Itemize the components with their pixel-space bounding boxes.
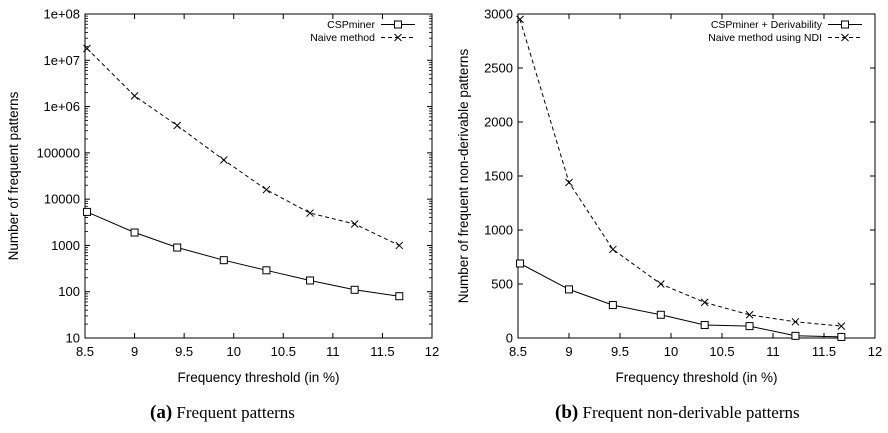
caption-a-text: Frequent patterns — [176, 403, 295, 422]
data-point — [565, 285, 573, 294]
y-tick-label: 0 — [506, 331, 513, 346]
series-line — [519, 19, 842, 327]
x-tick-label: 9 — [131, 344, 138, 359]
y-tick-label: 1000 — [51, 238, 80, 253]
x-tick-label: 11.5 — [370, 344, 394, 359]
legend-marker — [394, 20, 402, 29]
y-tick-label: 1e+07 — [43, 53, 80, 68]
x-tick-label: 10 — [664, 344, 678, 359]
legend-label: CSPminer — [327, 19, 375, 31]
data-point — [745, 322, 754, 331]
legend-marker — [394, 33, 402, 42]
y-tick-label: 10000 — [44, 192, 80, 207]
data-point — [395, 241, 404, 250]
y-tick-label: 1e+08 — [43, 7, 80, 22]
data-point — [516, 259, 525, 268]
data-point — [656, 280, 665, 288]
data-point — [745, 310, 754, 319]
x-tick-label: 10 — [226, 344, 240, 359]
x-tick-label: 9.5 — [611, 344, 629, 359]
x-tick-label: 12 — [868, 344, 882, 359]
x-axis-label: Frequency threshold (in %) — [615, 370, 777, 385]
legend-marker — [841, 20, 849, 29]
data-point — [350, 220, 359, 228]
x-tick-label: 11.5 — [812, 344, 836, 359]
y-tick-label: 100 — [58, 284, 80, 299]
data-point — [791, 317, 800, 326]
data-point — [306, 276, 315, 285]
series-dashed — [516, 15, 846, 330]
y-tick-label: 3000 — [484, 7, 513, 22]
y-axis-label: Number of frequent patterns — [6, 91, 21, 260]
y-tick-label: 500 — [491, 277, 513, 292]
caption-b-text: Frequent non-derivable patterns — [582, 403, 800, 422]
plot-frame — [84, 13, 433, 339]
data-point — [791, 331, 800, 340]
x-tick-label: 10.5 — [271, 344, 296, 359]
data-point — [608, 301, 617, 310]
series-line — [86, 48, 400, 246]
data-point — [837, 322, 846, 330]
data-point — [565, 178, 573, 187]
data-point — [219, 156, 228, 164]
data-point — [130, 92, 139, 100]
data-point — [609, 245, 617, 254]
x-tick-label: 11 — [766, 344, 780, 359]
data-point — [83, 44, 91, 53]
chart-b: 8.5 9 9.5 10 10.5 11 11.5 12 0 500 1000 1500 2000 250… — [456, 7, 882, 386]
legend-label: Naive method — [310, 32, 375, 44]
data-point — [130, 228, 139, 237]
data-point — [837, 332, 846, 341]
data-point — [395, 292, 404, 301]
x-tick-label: 9 — [565, 344, 572, 359]
data-point — [262, 266, 271, 275]
data-point — [306, 209, 314, 217]
data-point — [173, 121, 182, 130]
x-tick-label: 10.5 — [709, 344, 734, 359]
data-point — [262, 185, 271, 194]
data-point — [82, 207, 91, 216]
y-tick-label: 100000 — [37, 145, 80, 160]
x-tick-label: 8.5 — [76, 344, 94, 359]
x-tick-label: 8.5 — [509, 344, 527, 359]
legend-marker — [841, 33, 849, 42]
data-point — [219, 256, 228, 265]
series-line — [519, 263, 842, 338]
series-dashed — [83, 44, 404, 250]
x-tick-label: 9.5 — [175, 344, 193, 359]
caption-a: (a) Frequent patterns — [150, 402, 295, 424]
y-tick-label: 1500 — [484, 169, 513, 184]
x-tick-label: 12 — [425, 344, 439, 359]
series-line — [86, 211, 400, 297]
x-tick-label: 11 — [326, 344, 340, 359]
series-solid — [516, 259, 846, 341]
caption-b-letter: (b) — [555, 402, 579, 423]
y-tick-label: 1e+06 — [43, 99, 80, 114]
data-point — [700, 298, 709, 307]
data-point — [350, 285, 359, 294]
data-point — [516, 15, 524, 24]
data-point — [173, 243, 182, 252]
y-tick-label: 10 — [66, 331, 80, 346]
series-solid — [82, 207, 404, 301]
y-tick-label: 1000 — [484, 223, 513, 238]
data-point — [700, 321, 709, 330]
data-point — [656, 310, 665, 319]
y-tick-label: 2500 — [484, 61, 513, 76]
x-axis-label: Frequency threshold (in %) — [177, 370, 339, 385]
legend-label: CSPminer + Derivability — [711, 19, 823, 31]
caption-a-letter: (a) — [150, 402, 173, 423]
y-axis-label: Number of frequent non-derivable pattern… — [456, 49, 471, 304]
chart-a: 8.5 9 9.5 10 10.5 11 11.5 12 10 100 1000 10000 10000… — [6, 7, 439, 386]
y-tick-label: 2000 — [484, 115, 513, 130]
legend-label: Naive method using NDI — [708, 32, 822, 44]
caption-b: (b) Frequent non-derivable patterns — [555, 402, 800, 424]
